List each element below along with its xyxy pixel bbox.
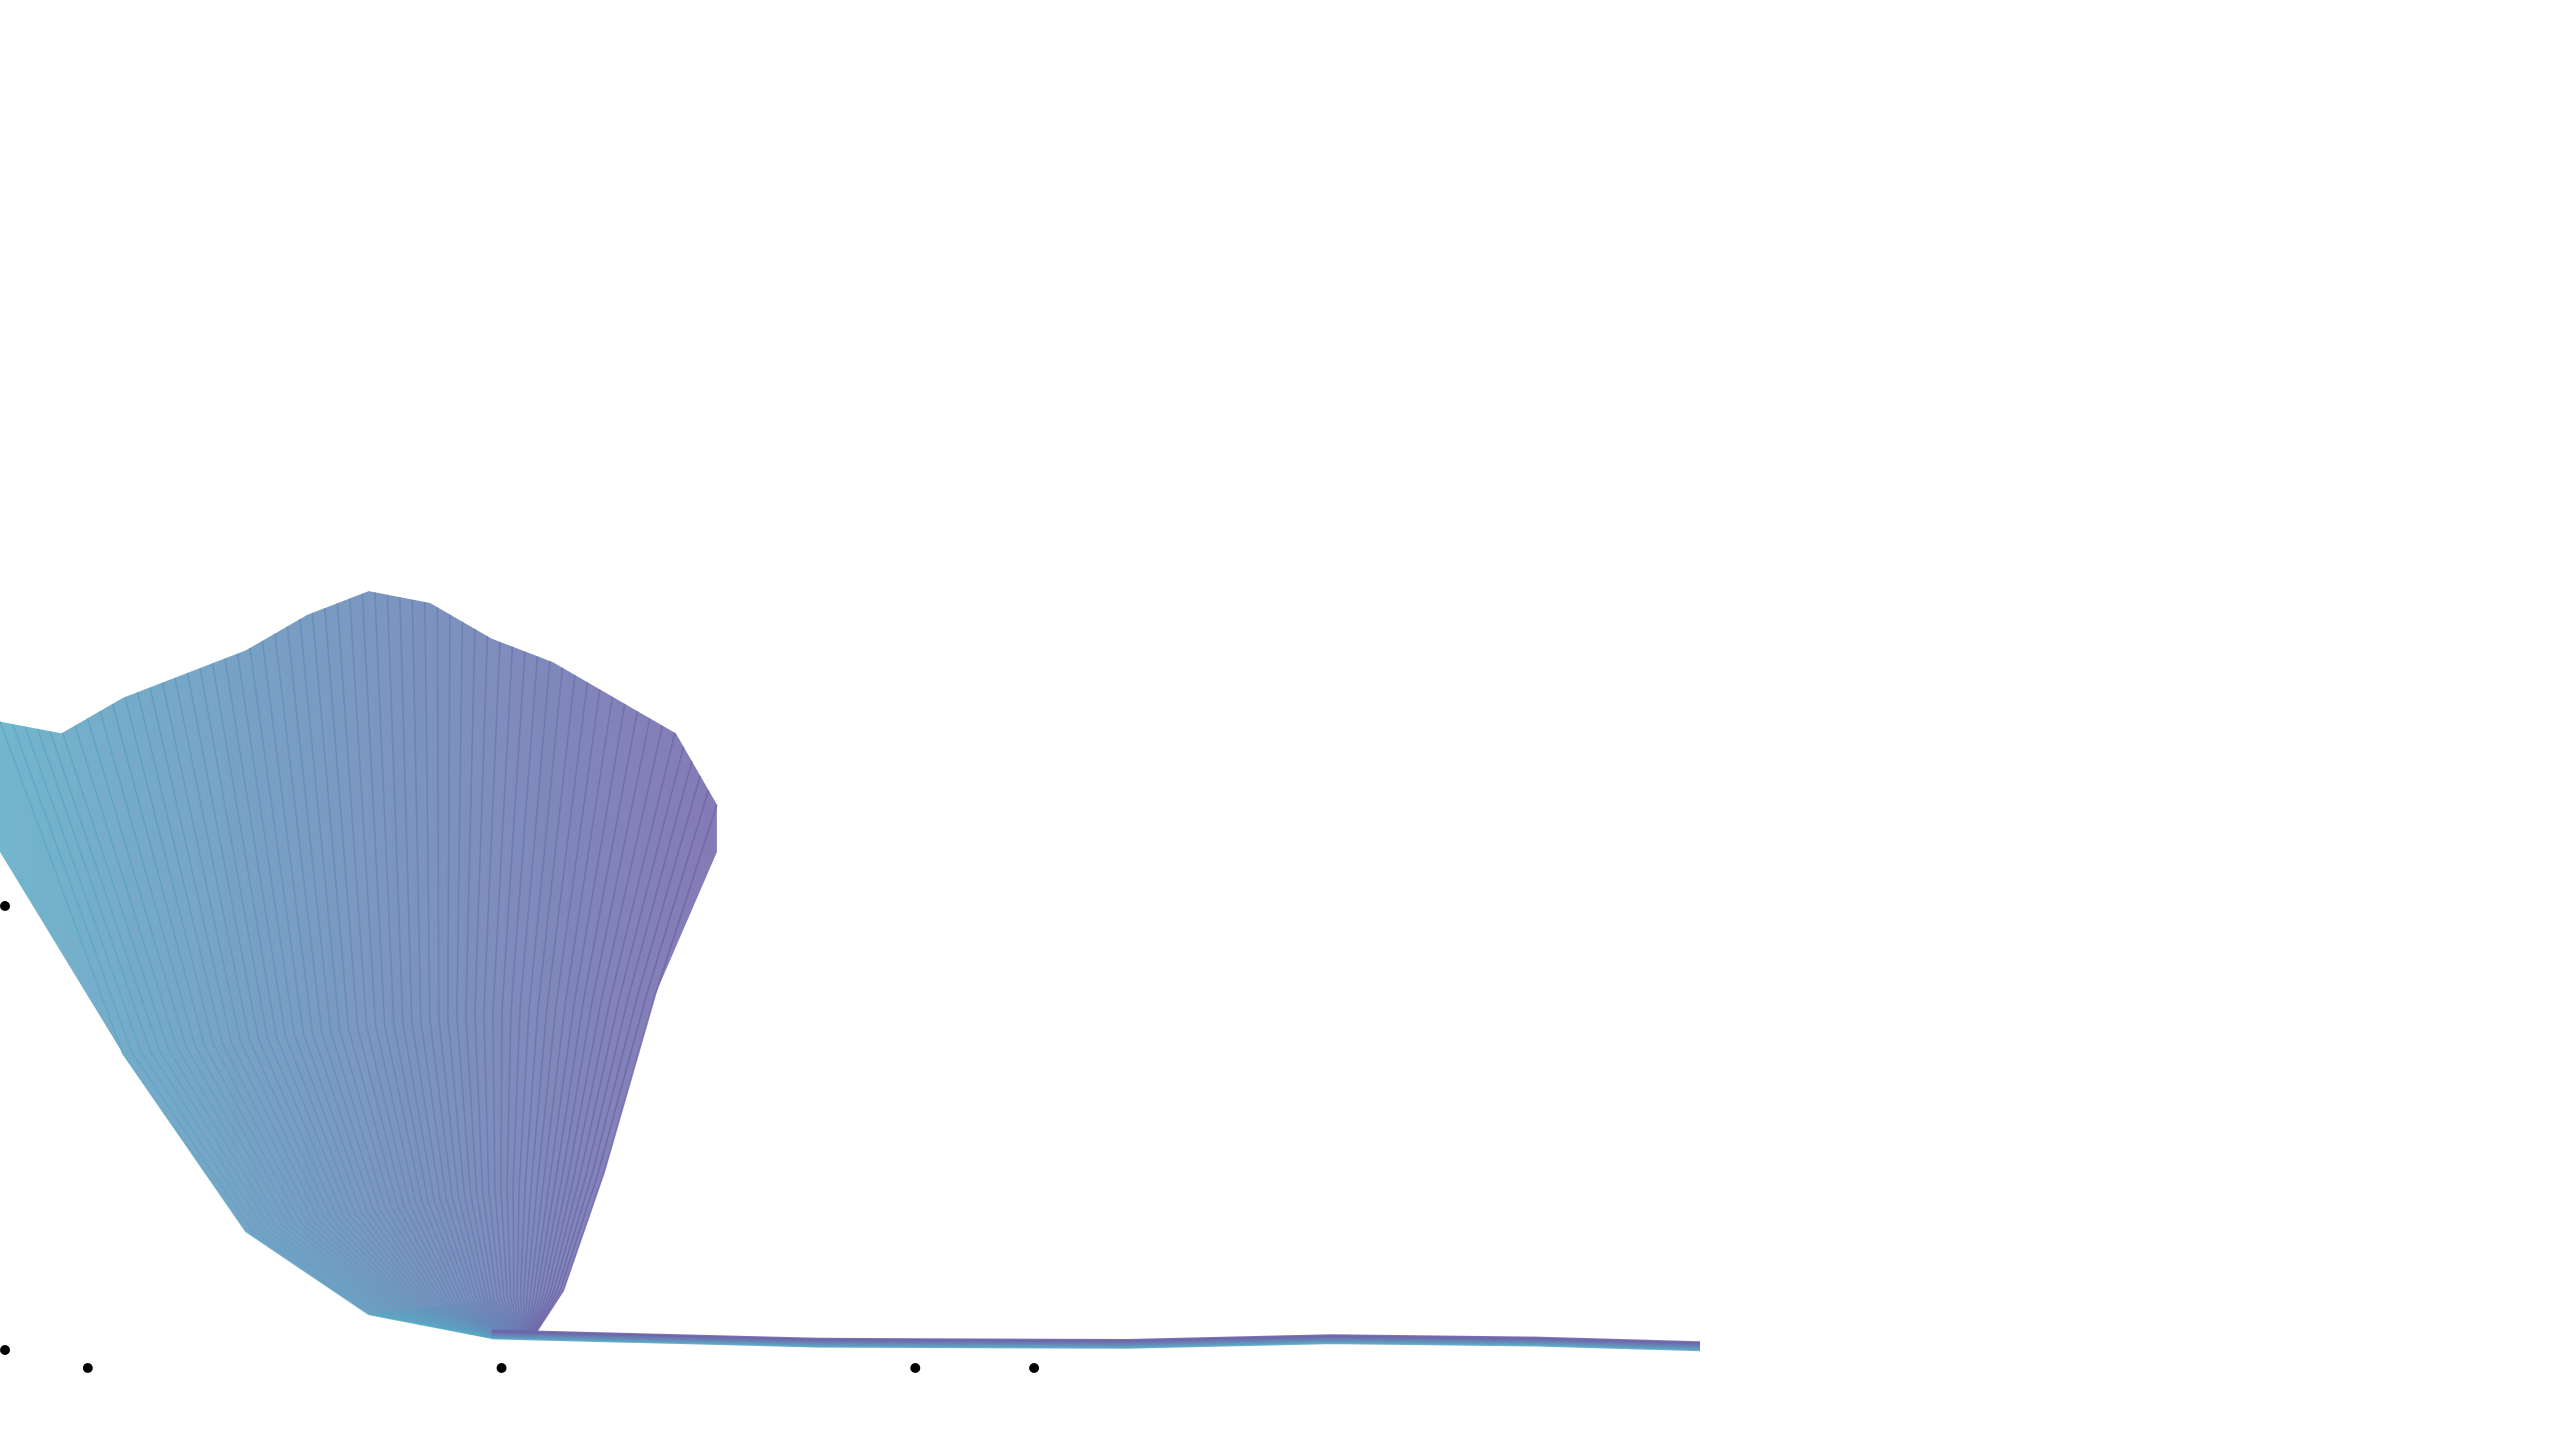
series-line bbox=[399, 597, 515, 1339]
series-line bbox=[531, 789, 710, 1339]
series-line bbox=[324, 607, 511, 1339]
series-line bbox=[506, 656, 539, 1339]
series-line bbox=[349, 598, 512, 1339]
x-tick bbox=[1029, 1363, 1040, 1373]
series-line bbox=[530, 775, 701, 1339]
series-line bbox=[199, 667, 503, 1339]
series-line bbox=[528, 732, 676, 1339]
series-line bbox=[136, 692, 500, 1339]
series-line bbox=[492, 646, 521, 1339]
series-line bbox=[531, 804, 718, 1339]
series-line bbox=[74, 725, 496, 1339]
series-line bbox=[526, 718, 651, 1339]
x-tick bbox=[496, 1363, 507, 1373]
series-line bbox=[299, 619, 509, 1339]
series-line bbox=[526, 710, 639, 1339]
series-line bbox=[111, 703, 499, 1339]
series-line bbox=[516, 667, 564, 1339]
series-line bbox=[436, 607, 517, 1339]
axis-ticks bbox=[0, 901, 1040, 1373]
series-line bbox=[446, 614, 518, 1339]
series-line bbox=[512, 661, 551, 1339]
series-line bbox=[149, 687, 501, 1339]
surface-fan bbox=[0, 591, 718, 1339]
series-line bbox=[424, 601, 516, 1339]
series-line bbox=[361, 593, 513, 1339]
series-line bbox=[529, 760, 693, 1339]
series-line bbox=[236, 653, 506, 1339]
series-line bbox=[86, 718, 497, 1339]
series-line bbox=[311, 612, 510, 1339]
series-line bbox=[124, 696, 499, 1339]
series-line bbox=[336, 603, 511, 1339]
series-line bbox=[519, 674, 576, 1339]
series-line bbox=[527, 725, 664, 1339]
series-line bbox=[500, 651, 526, 1339]
series-line bbox=[374, 592, 513, 1339]
series-line bbox=[386, 594, 514, 1339]
tail-line bbox=[491, 1329, 1701, 1344]
series-line bbox=[411, 599, 516, 1339]
series-line bbox=[174, 677, 502, 1339]
y-tick bbox=[0, 1345, 10, 1355]
series-line bbox=[524, 689, 601, 1339]
surface-tail bbox=[491, 1329, 1701, 1352]
series-line bbox=[211, 663, 504, 1339]
series-line bbox=[483, 641, 521, 1339]
x-tick bbox=[910, 1363, 921, 1373]
series-line bbox=[456, 621, 518, 1339]
x-tick bbox=[82, 1363, 93, 1373]
series-line bbox=[529, 746, 685, 1339]
series-line bbox=[261, 640, 507, 1339]
surface-body bbox=[0, 591, 717, 1339]
series-line bbox=[522, 682, 589, 1339]
series-line bbox=[61, 732, 496, 1339]
y-tick bbox=[0, 901, 10, 911]
series-line bbox=[286, 626, 508, 1339]
series-line bbox=[525, 703, 626, 1339]
series-line bbox=[161, 682, 501, 1339]
series-line bbox=[99, 710, 498, 1339]
series-line bbox=[274, 633, 508, 1339]
series-line bbox=[224, 658, 505, 1339]
series-line bbox=[465, 628, 519, 1339]
series-line bbox=[524, 696, 614, 1339]
series-line bbox=[49, 730, 495, 1339]
series-line bbox=[186, 672, 503, 1339]
series-line bbox=[474, 636, 520, 1339]
series-line bbox=[249, 647, 506, 1339]
